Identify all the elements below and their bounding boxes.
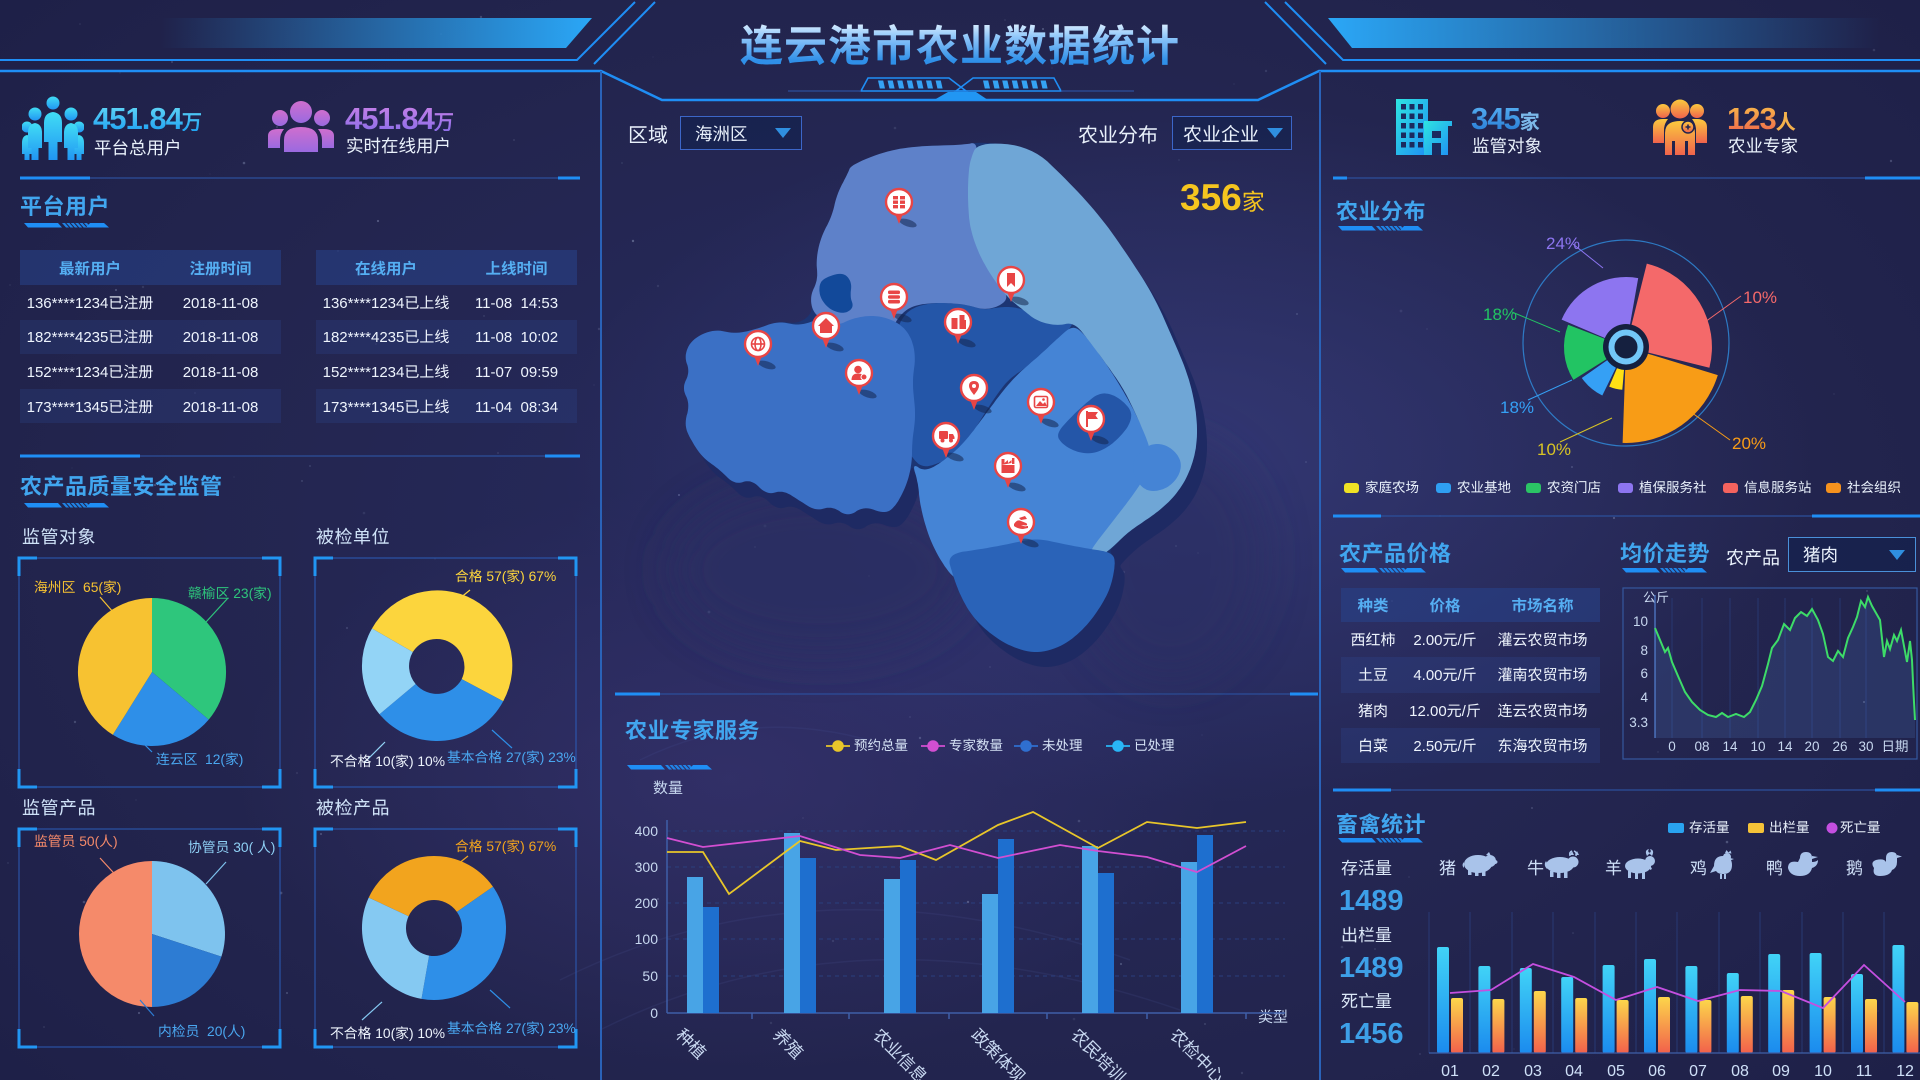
svg-text:出栏量: 出栏量: [1769, 816, 1810, 836]
svg-text:羊: 羊: [1605, 854, 1622, 879]
svg-text:6: 6: [1640, 662, 1648, 682]
svg-text:牛: 牛: [1527, 854, 1544, 879]
svg-text:鸭: 鸭: [1766, 854, 1783, 879]
svg-text:内检员 20(人): 内检员 20(人): [158, 1020, 245, 1040]
svg-text:200: 200: [635, 893, 659, 913]
svg-text:26: 26: [1832, 735, 1847, 755]
svg-text:3.3: 3.3: [1629, 711, 1648, 731]
svg-text:不合格 10(家) 10%: 不合格 10(家) 10%: [330, 1022, 445, 1042]
svg-text:不合格 10(家) 10%: 不合格 10(家) 10%: [330, 750, 445, 770]
svg-text:12: 12: [1896, 1057, 1914, 1080]
svg-text:18%: 18%: [1500, 393, 1534, 418]
svg-text:赣榆区 23(家): 赣榆区 23(家): [188, 582, 272, 602]
svg-text:社会组织: 社会组织: [1847, 476, 1901, 496]
svg-text:监管员 50(人): 监管员 50(人): [34, 830, 118, 850]
svg-text:08: 08: [1731, 1057, 1749, 1080]
svg-text:预约总量: 预约总量: [854, 734, 908, 754]
svg-text:1456: 1456: [1339, 1010, 1404, 1052]
svg-text:100: 100: [635, 929, 659, 949]
svg-text:10%: 10%: [1743, 283, 1777, 308]
svg-text:0: 0: [650, 1003, 658, 1023]
svg-text:20: 20: [1804, 735, 1819, 755]
svg-text:1489: 1489: [1339, 944, 1404, 986]
svg-text:基本合格 27(家) 23%: 基本合格 27(家) 23%: [447, 1017, 576, 1037]
svg-text:合格 57(家) 67%: 合格 57(家) 67%: [455, 835, 556, 855]
svg-text:农业基地: 农业基地: [1457, 476, 1511, 496]
svg-text:08: 08: [1694, 735, 1709, 755]
svg-text:06: 06: [1648, 1057, 1666, 1080]
svg-text:50: 50: [642, 966, 658, 986]
svg-text:04: 04: [1565, 1057, 1583, 1080]
svg-text:存活量: 存活量: [1341, 854, 1392, 879]
svg-text:类型: 类型: [1258, 1006, 1288, 1027]
svg-text:已处理: 已处理: [1134, 734, 1175, 754]
svg-text:连云区 12(家): 连云区 12(家): [156, 748, 243, 768]
svg-text:协管员 30( 人): 协管员 30( 人): [188, 836, 275, 856]
svg-text:数量: 数量: [653, 777, 683, 798]
svg-text:05: 05: [1607, 1057, 1625, 1080]
svg-text:10: 10: [1750, 735, 1765, 755]
svg-text:存活量: 存活量: [1689, 816, 1730, 836]
svg-text:1489: 1489: [1339, 877, 1404, 919]
svg-text:01: 01: [1441, 1057, 1459, 1080]
svg-text:农资门店: 农资门店: [1547, 476, 1601, 496]
svg-text:死亡量: 死亡量: [1341, 987, 1392, 1012]
svg-text:猪: 猪: [1439, 854, 1456, 879]
svg-text:300: 300: [635, 857, 659, 877]
svg-text:植保服务社: 植保服务社: [1639, 476, 1707, 496]
svg-text:11: 11: [1856, 1057, 1873, 1080]
svg-text:日期: 日期: [1882, 735, 1909, 755]
svg-text:02: 02: [1482, 1057, 1500, 1080]
svg-text:400: 400: [635, 821, 659, 841]
svg-text:09: 09: [1772, 1057, 1790, 1080]
svg-text:18%: 18%: [1483, 300, 1517, 325]
svg-text:公斤: 公斤: [1643, 587, 1669, 606]
svg-text:30: 30: [1858, 735, 1873, 755]
svg-text:出栏量: 出栏量: [1341, 921, 1392, 946]
svg-text:4: 4: [1640, 686, 1648, 706]
svg-text:14: 14: [1777, 735, 1793, 755]
svg-text:未处理: 未处理: [1042, 734, 1083, 754]
svg-text:鹅: 鹅: [1846, 854, 1863, 879]
svg-text:20%: 20%: [1732, 429, 1766, 454]
svg-text:07: 07: [1689, 1057, 1707, 1080]
svg-text:合格 57(家) 67%: 合格 57(家) 67%: [455, 565, 556, 585]
svg-text:14: 14: [1722, 735, 1738, 755]
svg-text:鸡: 鸡: [1690, 854, 1707, 879]
svg-text:海州区 65(家): 海州区 65(家): [34, 576, 121, 596]
svg-text:家庭农场: 家庭农场: [1365, 476, 1419, 496]
svg-text:0: 0: [1668, 735, 1676, 755]
svg-text:8: 8: [1640, 639, 1648, 659]
svg-text:基本合格 27(家) 23%: 基本合格 27(家) 23%: [447, 746, 576, 766]
svg-text:信息服务站: 信息服务站: [1744, 476, 1812, 496]
svg-text:死亡量: 死亡量: [1840, 816, 1881, 836]
svg-text:10: 10: [1633, 610, 1648, 630]
svg-text:10: 10: [1814, 1057, 1832, 1080]
svg-text:24%: 24%: [1546, 229, 1580, 254]
svg-text:03: 03: [1524, 1057, 1542, 1080]
svg-text:专家数量: 专家数量: [949, 734, 1003, 754]
